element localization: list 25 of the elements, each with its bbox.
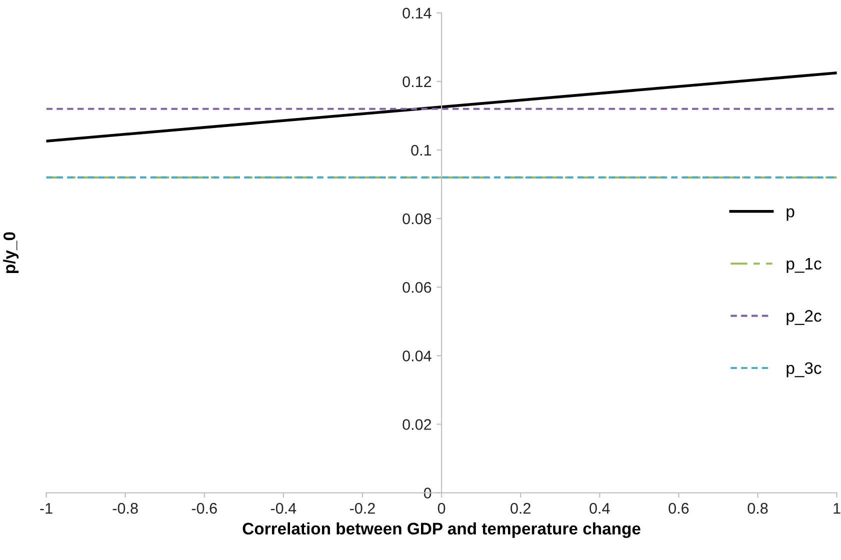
x-tick-label: 1	[834, 503, 840, 514]
x-tick-label: 0.4	[590, 502, 610, 514]
x-tick-label: 0.8	[748, 502, 768, 514]
legend-label: p_3c	[786, 362, 822, 378]
x-tick-label: -1	[40, 503, 52, 514]
y-tick-label: 0	[424, 488, 432, 498]
y-axis-title: p/y_0	[3, 232, 19, 274]
x-axis-title: Correlation between GDP and temperature change	[242, 522, 640, 538]
legend-label: p	[786, 208, 794, 221]
x-tick-label: -0.2	[350, 502, 375, 514]
y-tick-label: 0.12	[402, 76, 432, 88]
y-tick-label: 0.14	[402, 8, 432, 19]
y-tick-label: 0.02	[402, 419, 432, 430]
x-tick-label: 0.6	[668, 502, 689, 514]
x-tick-label: 0	[438, 502, 446, 514]
legend-label: p_2c	[786, 310, 822, 326]
y-tick-label: 0.04	[402, 350, 432, 362]
x-tick-label: -0.8	[112, 502, 138, 514]
legend-label: p_1c	[786, 258, 822, 273]
y-tick-label: 0.08	[402, 213, 432, 224]
y-tick-label: 0.06	[402, 282, 432, 293]
x-tick-label: -0.4	[270, 502, 296, 514]
y-tick-label: 0.1	[411, 144, 432, 156]
x-tick-label: 0.2	[510, 502, 530, 514]
x-tick-label: -0.6	[192, 502, 217, 514]
